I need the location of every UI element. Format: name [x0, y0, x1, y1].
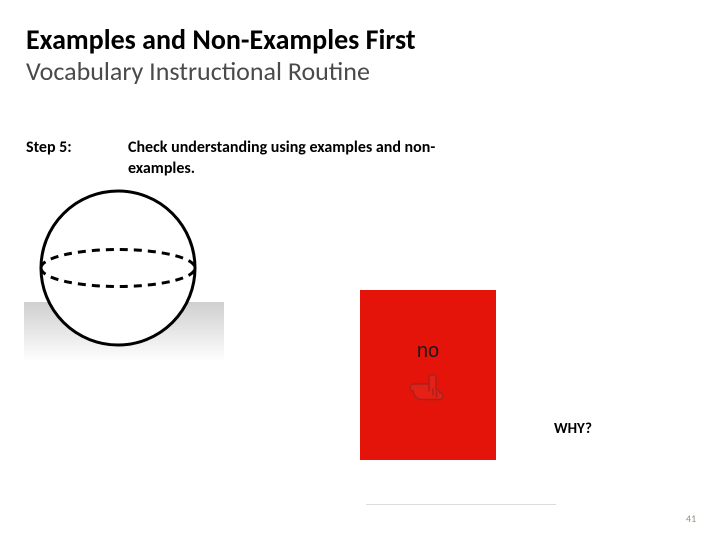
- why-label: WHY?: [554, 420, 592, 438]
- page-number: 41: [686, 512, 696, 525]
- step-label: Step 5:: [26, 138, 72, 157]
- slide-title: Examples and Non-Examples First: [26, 22, 416, 57]
- no-card: no: [360, 290, 496, 460]
- footer-rule: [366, 504, 556, 505]
- slide-subtitle: Vocabulary Instructional Routine: [26, 55, 416, 87]
- title-block: Examples and Non-Examples First Vocabula…: [26, 22, 416, 87]
- pointing-hand-icon: [407, 371, 449, 410]
- no-label: no: [417, 340, 439, 363]
- step-instruction: Check understanding using examples and n…: [128, 138, 468, 180]
- slide: Examples and Non-Examples First Vocabula…: [0, 0, 720, 540]
- sphere-diagram: [38, 188, 198, 348]
- sphere-icon: [38, 188, 198, 348]
